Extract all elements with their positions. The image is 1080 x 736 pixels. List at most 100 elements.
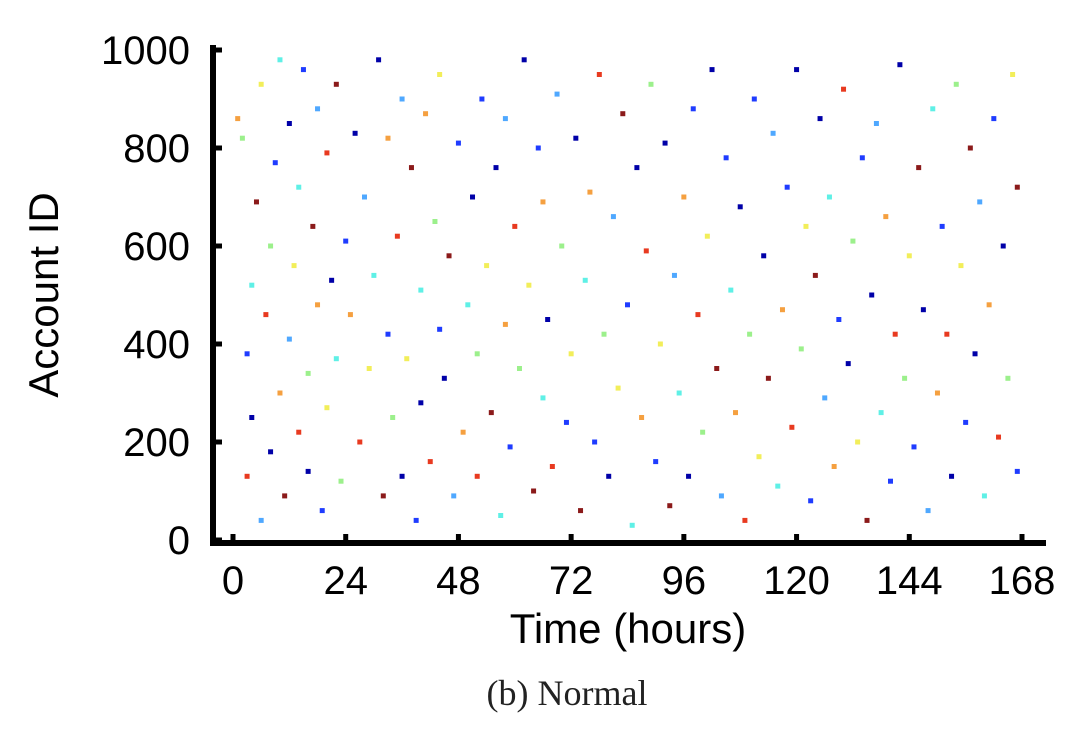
x-ticks: 0 24 48 72 96 120 144 168: [222, 534, 1056, 603]
figure-caption: (b) Normal: [487, 673, 648, 713]
data-point: [883, 214, 889, 220]
data-point: [573, 135, 579, 141]
data-point: [681, 194, 687, 200]
data-point: [498, 513, 504, 518]
y-axis-label: Account ID: [20, 192, 67, 397]
data-point: [521, 57, 527, 63]
data-point: [920, 307, 926, 313]
data-point: [826, 194, 832, 200]
data-point: [474, 473, 480, 479]
data-point: [418, 287, 424, 293]
data-point: [700, 429, 706, 435]
data-point: [244, 351, 250, 357]
x-tick-label: 168: [989, 559, 1056, 603]
data-point: [535, 145, 541, 151]
data-point: [925, 508, 931, 514]
data-point: [643, 248, 649, 254]
data-point: [1014, 468, 1020, 474]
data-point: [366, 366, 372, 371]
data-point: [662, 140, 668, 146]
data-point: [728, 287, 734, 293]
data-point: [648, 81, 654, 87]
data-point: [1005, 375, 1011, 381]
data-point: [906, 253, 912, 259]
data-point: [714, 366, 720, 371]
data-point: [455, 140, 461, 146]
data-point: [319, 508, 325, 514]
data-point: [606, 473, 612, 479]
data-point: [258, 81, 264, 87]
data-point: [568, 351, 574, 357]
data-point: [249, 415, 255, 420]
data-point: [277, 57, 283, 63]
data-point: [986, 302, 992, 308]
data-point: [329, 277, 335, 283]
data-point: [761, 253, 767, 259]
data-point: [315, 302, 321, 308]
data-point: [953, 81, 959, 87]
data-point: [465, 302, 471, 308]
data-point: [418, 400, 424, 406]
data-point: [488, 410, 494, 416]
y-tick-label: 600: [123, 225, 190, 269]
data-point: [272, 160, 278, 166]
data-point: [305, 370, 311, 376]
y-tick-label: 400: [123, 323, 190, 367]
data-point: [756, 454, 762, 460]
data-point: [981, 493, 987, 499]
data-point: [747, 331, 753, 337]
data-point: [446, 253, 452, 259]
data-point: [916, 165, 922, 171]
data-point: [404, 356, 410, 362]
data-point: [1014, 184, 1020, 190]
data-point: [949, 473, 955, 479]
data-point: [291, 263, 297, 269]
data-point: [390, 415, 396, 420]
data-point: [836, 317, 842, 322]
data-point: [765, 375, 771, 381]
data-point: [582, 277, 588, 283]
data-point: [531, 488, 537, 494]
data-point: [784, 184, 790, 190]
x-tick-label: 0: [222, 559, 244, 603]
data-point: [516, 366, 522, 371]
data-point: [437, 326, 443, 332]
x-axis-label: Time (hours): [510, 605, 746, 652]
data-point: [808, 498, 814, 504]
data-point: [253, 199, 259, 205]
data-point: [286, 336, 292, 342]
data-point: [394, 233, 400, 239]
x-tick-label: 120: [763, 559, 830, 603]
data-point: [639, 415, 645, 420]
data-point: [831, 464, 837, 469]
data-point: [380, 493, 386, 499]
data-point: [930, 106, 936, 112]
y-ticks: 0 200 400 600 800 1000: [101, 29, 222, 563]
data-point: [751, 96, 757, 102]
data-point: [996, 434, 1002, 440]
data-point: [676, 390, 682, 396]
data-point: [282, 493, 288, 499]
data-point: [352, 130, 358, 136]
data-point: [1010, 72, 1016, 77]
data-point: [423, 111, 429, 117]
data-point: [629, 522, 635, 528]
data-point: [592, 439, 598, 445]
data-point: [803, 223, 809, 229]
data-point: [587, 189, 593, 195]
data-point: [798, 346, 804, 352]
data-point: [263, 312, 269, 318]
y-tick-label: 1000: [101, 29, 190, 73]
data-point: [268, 449, 274, 455]
data-point: [376, 57, 382, 63]
data-point: [526, 282, 532, 288]
data-point: [493, 165, 499, 171]
data-point: [939, 223, 945, 229]
data-point: [779, 307, 785, 313]
data-point: [1000, 243, 1006, 249]
data-point: [690, 106, 696, 112]
data-point: [578, 508, 584, 514]
y-tick-label: 0: [168, 519, 190, 563]
data-point: [855, 439, 861, 445]
data-point: [737, 204, 743, 210]
